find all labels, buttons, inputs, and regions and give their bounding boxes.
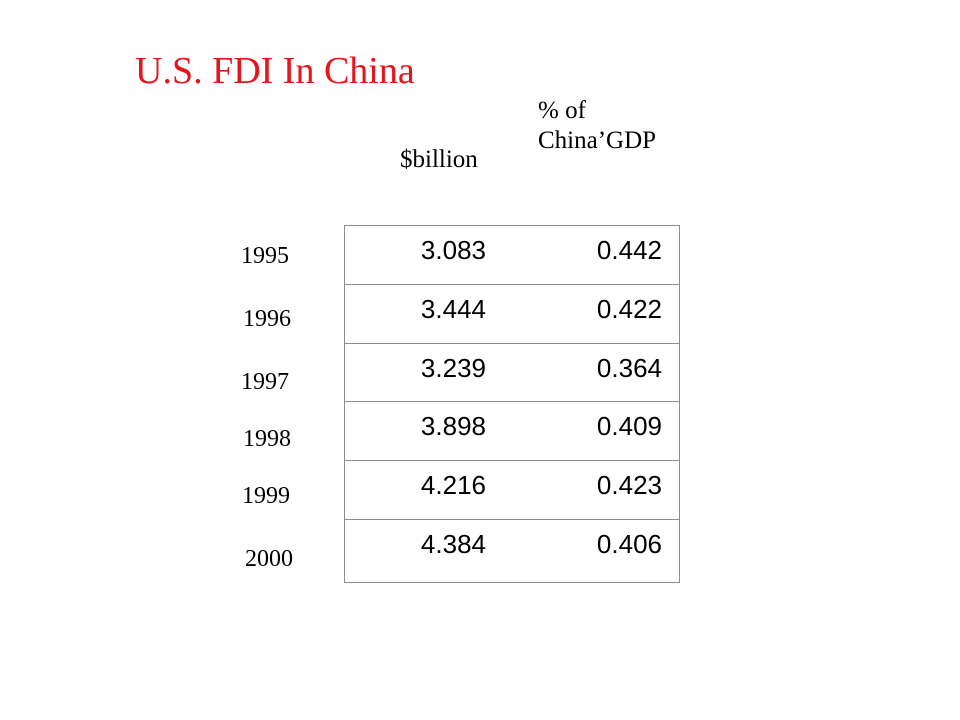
row-year-label: 1995 <box>241 243 289 269</box>
cell-pct-gdp: 0.442 <box>596 235 662 265</box>
cell-billion: 4.384 <box>420 529 486 559</box>
cell-pct-gdp: 0.422 <box>596 293 662 324</box>
row-year-label: 1996 <box>243 306 291 332</box>
cell-pct-gdp: 0.406 <box>596 529 662 559</box>
page-title: U.S. FDI In China <box>135 50 415 92</box>
cell-billion: 4.216 <box>420 470 486 501</box>
column-header-pct-gdp: % of China’GDP <box>538 96 656 156</box>
row-divider <box>344 284 680 285</box>
cell-pct-gdp: 0.364 <box>596 352 662 383</box>
column-header-pct-gdp-line-2: China’GDP <box>538 127 657 154</box>
row-year-label: 1997 <box>241 369 289 395</box>
cell-billion: 3.239 <box>420 352 486 383</box>
row-year-label: 1998 <box>243 426 291 452</box>
cell-billion: 3.444 <box>420 293 486 324</box>
column-header-pct-gdp-line-1: % of <box>538 97 586 124</box>
row-year-label: 2000 <box>245 546 293 572</box>
row-divider <box>344 401 680 402</box>
data-table-frame <box>344 225 680 583</box>
cell-pct-gdp: 0.423 <box>596 470 662 501</box>
row-divider <box>344 519 680 520</box>
cell-pct-gdp: 0.409 <box>596 411 662 442</box>
cell-billion: 3.898 <box>420 411 486 442</box>
column-header-billion: $billion <box>400 145 478 175</box>
row-year-label: 1999 <box>242 483 290 509</box>
cell-billion: 3.083 <box>420 235 486 265</box>
row-divider <box>344 343 680 344</box>
column-header-billion-line: $billion <box>400 146 478 173</box>
row-divider <box>344 460 680 461</box>
